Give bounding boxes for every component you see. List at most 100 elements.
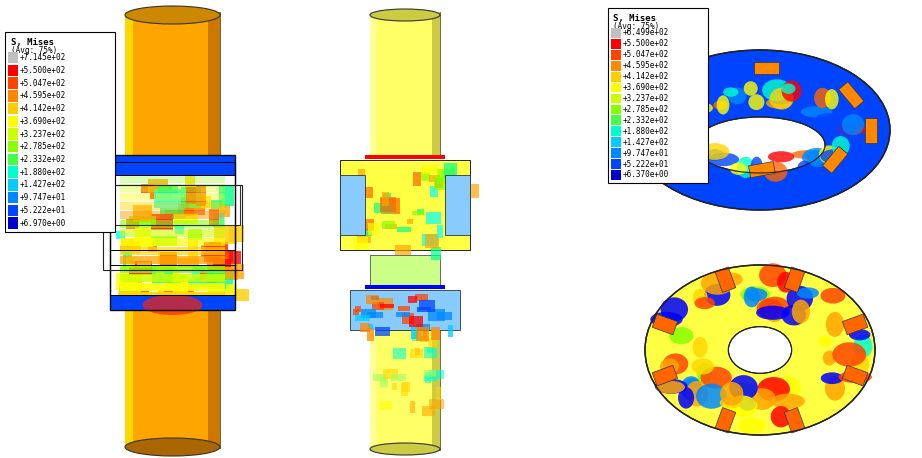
- Bar: [125, 12, 220, 162]
- Bar: [120, 283, 225, 291]
- Ellipse shape: [762, 79, 792, 101]
- Ellipse shape: [655, 379, 688, 394]
- Ellipse shape: [676, 124, 693, 143]
- Bar: [427, 300, 435, 312]
- Bar: [208, 310, 220, 448]
- Bar: [437, 312, 452, 320]
- Bar: [188, 239, 197, 258]
- Ellipse shape: [760, 297, 790, 319]
- Bar: [611, 159, 621, 169]
- Bar: [424, 347, 437, 359]
- Text: +2.332e+02: +2.332e+02: [20, 155, 66, 164]
- Bar: [141, 290, 149, 311]
- Ellipse shape: [739, 418, 765, 434]
- Ellipse shape: [652, 120, 674, 140]
- Ellipse shape: [125, 6, 220, 24]
- Bar: [368, 311, 383, 317]
- Bar: [407, 218, 413, 224]
- Ellipse shape: [708, 153, 739, 166]
- Bar: [379, 401, 392, 410]
- Bar: [8, 141, 18, 153]
- Bar: [412, 332, 420, 341]
- Bar: [120, 301, 225, 309]
- Bar: [436, 387, 441, 400]
- Bar: [151, 236, 177, 246]
- Bar: [174, 214, 198, 224]
- Bar: [391, 374, 407, 382]
- Text: +5.500e+02: +5.500e+02: [20, 66, 66, 75]
- Ellipse shape: [770, 88, 794, 109]
- Bar: [448, 192, 454, 200]
- Bar: [120, 211, 225, 219]
- Bar: [611, 61, 621, 71]
- Bar: [402, 312, 415, 324]
- Bar: [611, 39, 621, 49]
- Ellipse shape: [792, 150, 822, 159]
- Bar: [178, 197, 206, 215]
- Bar: [135, 227, 151, 242]
- Bar: [383, 369, 398, 379]
- Ellipse shape: [782, 305, 806, 326]
- Ellipse shape: [692, 337, 707, 358]
- Bar: [207, 253, 229, 271]
- Bar: [423, 331, 428, 336]
- Ellipse shape: [723, 273, 742, 286]
- Bar: [611, 104, 621, 114]
- Bar: [125, 310, 133, 448]
- Text: +5.222e+01: +5.222e+01: [20, 206, 66, 215]
- Ellipse shape: [821, 288, 845, 304]
- Ellipse shape: [853, 335, 872, 358]
- Ellipse shape: [663, 354, 689, 374]
- Text: S, Mises: S, Mises: [613, 14, 656, 23]
- Bar: [150, 187, 171, 199]
- Bar: [415, 294, 428, 301]
- Ellipse shape: [696, 383, 727, 409]
- Ellipse shape: [766, 98, 791, 109]
- Ellipse shape: [673, 129, 688, 149]
- Bar: [843, 314, 868, 335]
- Ellipse shape: [125, 438, 220, 456]
- Bar: [154, 189, 181, 208]
- Text: +6.499e+02: +6.499e+02: [623, 28, 669, 38]
- Bar: [141, 184, 155, 193]
- Bar: [611, 115, 621, 125]
- Bar: [632, 93, 644, 118]
- Ellipse shape: [720, 382, 743, 406]
- Text: +3.237e+02: +3.237e+02: [20, 130, 66, 138]
- Bar: [380, 304, 394, 308]
- Ellipse shape: [685, 155, 701, 174]
- Bar: [208, 289, 236, 306]
- Bar: [209, 242, 228, 251]
- Bar: [120, 247, 225, 255]
- Ellipse shape: [768, 151, 794, 162]
- Bar: [173, 274, 187, 294]
- Bar: [208, 272, 233, 292]
- Bar: [839, 82, 864, 109]
- Text: +4.142e+02: +4.142e+02: [623, 72, 669, 81]
- Bar: [120, 246, 141, 252]
- Bar: [365, 285, 445, 289]
- Text: +9.747e+01: +9.747e+01: [623, 149, 669, 158]
- Ellipse shape: [730, 163, 747, 175]
- Ellipse shape: [678, 387, 694, 409]
- Bar: [354, 237, 369, 250]
- Bar: [168, 269, 180, 283]
- Ellipse shape: [842, 114, 864, 135]
- Bar: [415, 348, 420, 355]
- Bar: [352, 198, 361, 208]
- Bar: [193, 267, 205, 284]
- Bar: [456, 180, 466, 190]
- Bar: [367, 328, 374, 341]
- Text: +2.785e+02: +2.785e+02: [20, 142, 66, 151]
- Text: (Avg: 75%): (Avg: 75%): [10, 46, 57, 55]
- Bar: [125, 12, 133, 162]
- Ellipse shape: [851, 352, 869, 376]
- Bar: [422, 165, 438, 174]
- Bar: [8, 154, 18, 165]
- Bar: [207, 283, 222, 290]
- Bar: [402, 382, 409, 392]
- Ellipse shape: [832, 136, 850, 156]
- Bar: [431, 246, 441, 260]
- Bar: [355, 315, 371, 321]
- Text: +6.370e+00: +6.370e+00: [623, 170, 669, 180]
